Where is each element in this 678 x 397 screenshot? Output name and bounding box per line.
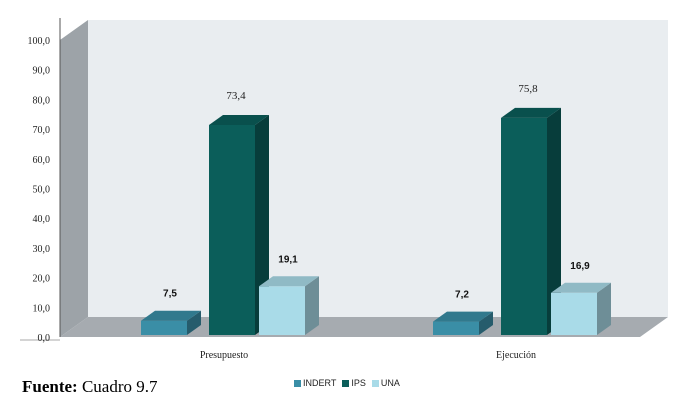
data-label-ips: 75,8 [518,83,538,95]
bar-side [187,310,201,335]
y-tick-label: 40,0 [33,214,51,225]
data-label-indert: 7,2 [455,290,469,301]
y-tick-label: 50,0 [33,185,51,196]
y-tick-label: 80,0 [33,95,51,106]
bar-una-1 [551,282,611,335]
legend-swatch [294,379,301,387]
legend-label: UNA [380,378,400,388]
bar-front [209,125,255,335]
bar-side [479,311,493,335]
legend: INDERT IPS UNA [294,378,400,388]
side-wall [60,20,88,337]
category-label: Presupuesto [200,350,248,361]
legend-label: IPS [351,378,366,388]
y-tick-label: 30,0 [33,244,51,255]
bar-side [305,276,319,335]
back-wall [88,20,668,317]
y-tick-label: 70,0 [33,125,51,136]
legend-item-ips: IPS [342,378,366,388]
y-tick-label: 0,0 [38,333,51,344]
y-tick-label: 90,0 [33,66,51,77]
bar-front [433,321,479,335]
source-label: Fuente: [22,377,78,396]
y-tick-label: 100,0 [28,36,51,47]
bar-side [547,107,561,336]
bar-ips-0 [209,115,269,335]
bar-side [255,115,269,335]
y-tick-label: 20,0 [33,274,51,285]
legend-item-una: UNA [371,378,400,388]
bar-indert-0 [141,310,201,335]
data-label-indert: 7,5 [163,289,177,300]
legend-label: INDERT [303,378,337,388]
bar-side [597,282,611,335]
bar-top [551,282,611,293]
legend-swatch [342,379,350,387]
source-note: Fuente: Cuadro 9.7 [22,377,158,397]
bar-top [141,310,201,321]
bar-top [259,276,319,287]
bar-top [501,107,561,118]
legend-item-indert: INDERT [294,378,336,388]
bar-una-0 [259,276,319,335]
bar-front [259,286,305,335]
data-label-una: 19,1 [278,254,298,265]
y-tick-label: 10,0 [33,303,51,314]
bar-top [209,115,269,126]
bar-front [501,117,547,336]
data-label-ips: 73,4 [226,90,246,102]
bar-indert-1 [433,311,493,335]
bar-ips-1 [501,107,561,336]
bar-front [551,292,597,335]
y-tick-label: 60,0 [33,155,51,166]
category-label: Ejecución [496,350,536,361]
bar-front [141,320,187,335]
legend-swatch [371,379,379,387]
data-label-una: 16,9 [570,261,590,272]
bar-top [433,311,493,322]
source-text: Cuadro 9.7 [77,377,158,396]
